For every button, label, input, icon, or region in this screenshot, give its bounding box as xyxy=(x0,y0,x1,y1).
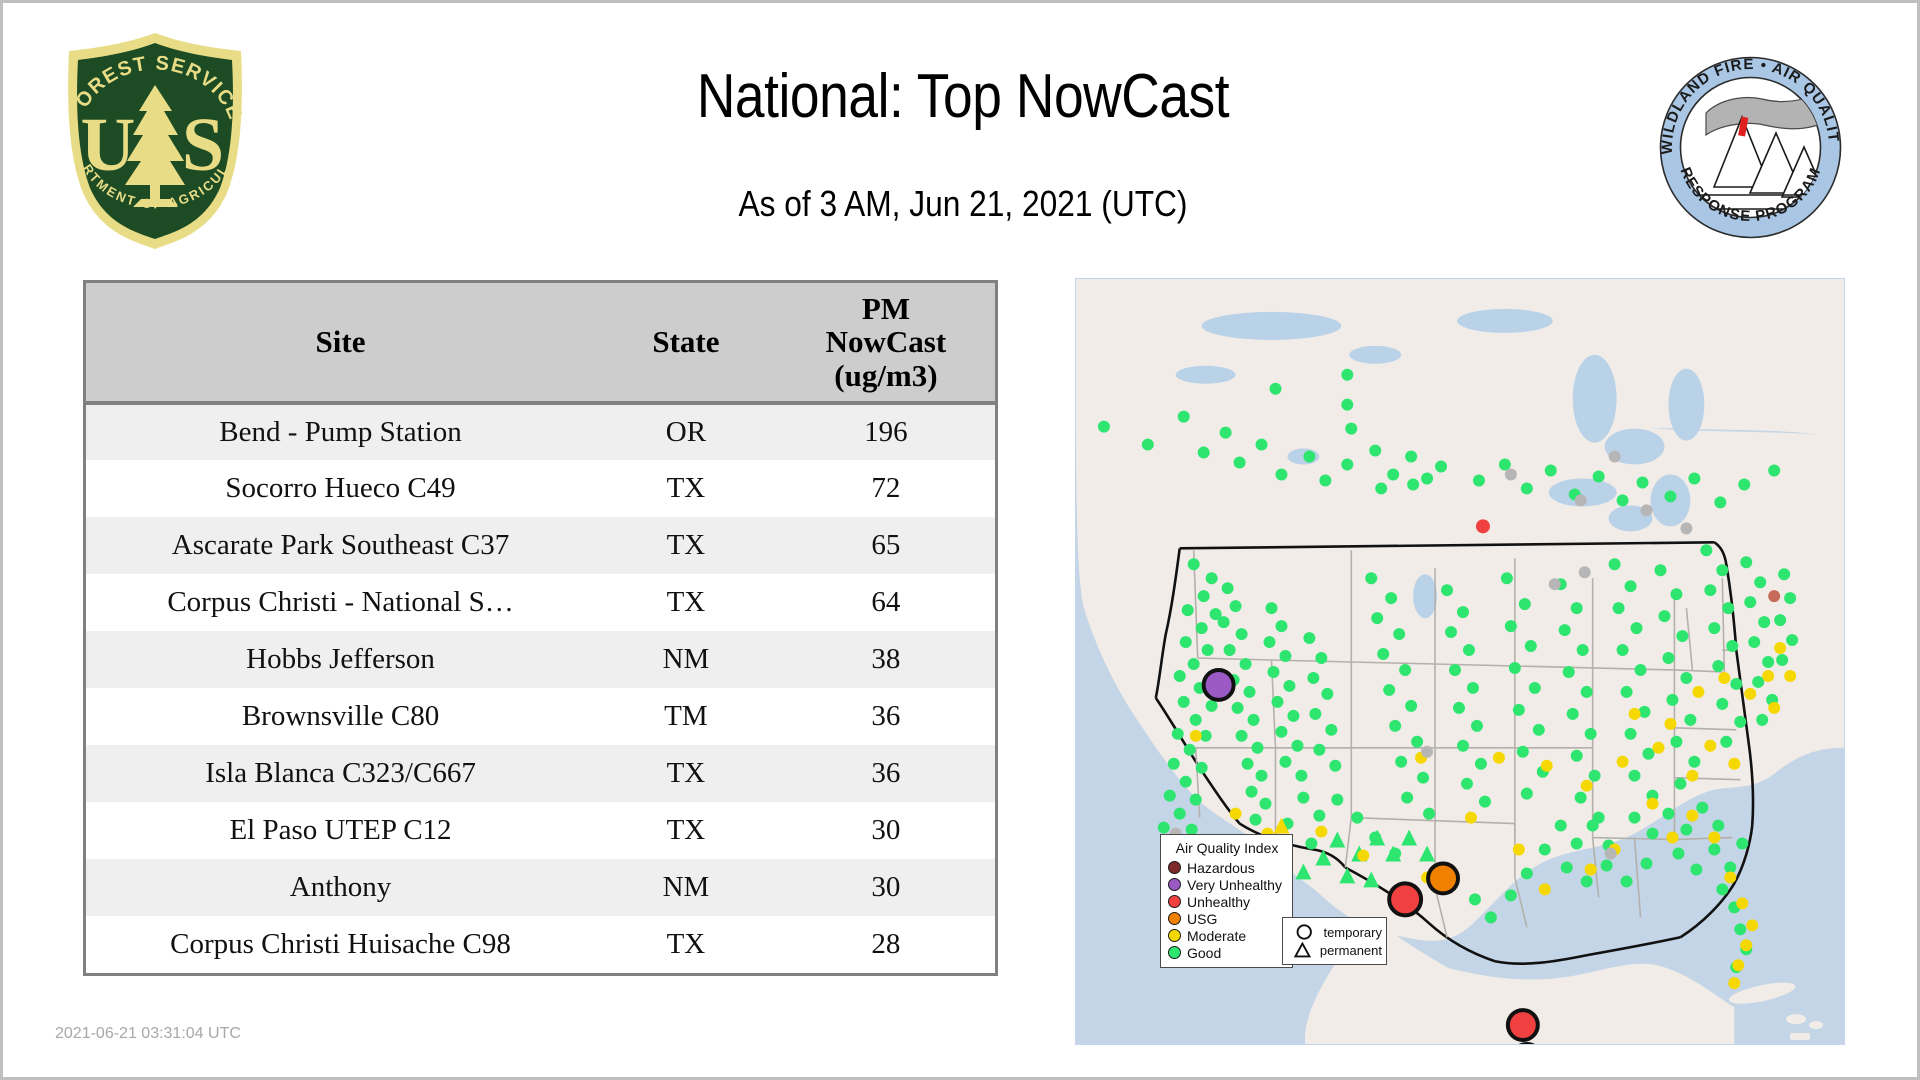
cell-state: TX xyxy=(595,574,777,631)
legend-permanent-label: permanent xyxy=(1319,942,1382,958)
table-header-row: Site State PM NowCast (ug/m3) xyxy=(86,283,995,405)
pm-header-line-3: (ug/m3) xyxy=(834,357,938,393)
aqi-legend: Air Quality Index Hazardous Very Unhealth… xyxy=(1160,834,1293,968)
cell-state: TX xyxy=(595,517,777,574)
marker-corpus-christi xyxy=(1505,1008,1540,1043)
svg-text:S: S xyxy=(182,103,224,187)
cell-pm-nowcast: 28 xyxy=(776,916,995,973)
cell-pm-nowcast: 64 xyxy=(776,574,995,631)
column-header-site[interactable]: Site xyxy=(86,283,596,405)
table-row[interactable]: Bend - Pump Station OR 196 xyxy=(86,403,995,460)
cell-state: NM xyxy=(595,859,777,916)
marker-hobbs-jefferson xyxy=(1426,861,1460,896)
aqi-legend-swatch xyxy=(1168,895,1181,908)
aqi-legend-label: Very Unhealthy xyxy=(1187,876,1282,893)
legend-temporary: temporary xyxy=(1289,923,1382,941)
aqi-legend-label: Unhealthy xyxy=(1187,893,1251,910)
cell-pm-nowcast: 65 xyxy=(776,517,995,574)
table-row[interactable]: Ascarate Park Southeast C37 TX 65 xyxy=(86,517,995,574)
column-header-state[interactable]: State xyxy=(595,283,777,405)
cell-state: OR xyxy=(595,403,777,460)
table-row[interactable]: Isla Blanca C323/C667 TX 36 xyxy=(86,745,995,802)
cell-site: Corpus Christi - National S… xyxy=(86,574,596,631)
aqi-legend-swatch xyxy=(1168,912,1181,925)
aqi-legend-swatch xyxy=(1168,946,1181,959)
cell-site: Socorro Hueco C49 xyxy=(86,460,596,517)
air-quality-map[interactable]: Air Quality Index Hazardous Very Unhealth… xyxy=(1075,278,1845,1045)
cell-state: TX xyxy=(595,916,777,973)
cell-state: NM xyxy=(595,631,777,688)
aqi-legend-item: Good xyxy=(1168,944,1286,961)
aqi-legend-item: Moderate xyxy=(1168,927,1286,944)
water-bodies xyxy=(1175,308,1705,619)
aqi-legend-item: USG xyxy=(1168,910,1286,927)
table-row[interactable]: Corpus Christi Huisache C98 TX 28 xyxy=(86,916,995,973)
cell-pm-nowcast: 196 xyxy=(776,403,995,460)
aqi-legend-label: Good xyxy=(1187,944,1222,961)
cell-site: Brownsville C80 xyxy=(86,688,596,745)
table-row[interactable]: Hobbs Jefferson NM 38 xyxy=(86,631,995,688)
table-row[interactable]: Socorro Hueco C49 TX 72 xyxy=(86,460,995,517)
aqi-legend-item: Very Unhealthy xyxy=(1168,876,1286,893)
aqi-legend-title: Air Quality Index xyxy=(1175,840,1279,856)
site-type-legend: temporary permanent xyxy=(1282,917,1387,965)
aqi-legend-item: Unhealthy xyxy=(1168,893,1286,910)
aqi-legend-item: Hazardous xyxy=(1168,859,1286,876)
wildland-fire-air-quality-response-program-logo: WILDLAND FIRE • AIR QUALITY RESPONSE PRO… xyxy=(1652,42,1843,240)
pm-header-line-1: PM xyxy=(861,290,911,326)
table-row[interactable]: Anthony NM 30 xyxy=(86,859,995,916)
cell-site: Ascarate Park Southeast C37 xyxy=(86,517,596,574)
pm-header-line-2: NowCast xyxy=(825,324,947,360)
aqi-legend-swatch xyxy=(1168,878,1181,891)
cell-site: Bend - Pump Station xyxy=(86,403,596,460)
generation-timestamp: 2021-06-21 03:31:04 UTC xyxy=(55,1025,241,1042)
site-markers xyxy=(1097,368,1799,1044)
legend-permanent: permanent xyxy=(1289,941,1382,959)
top-nowcast-table: Site State PM NowCast (ug/m3) Bend - Pum… xyxy=(83,280,998,976)
column-header-pm-nowcast[interactable]: PM NowCast (ug/m3) xyxy=(776,283,995,405)
cell-site: Anthony xyxy=(86,859,596,916)
cell-pm-nowcast: 36 xyxy=(776,688,995,745)
aqi-legend-label: Hazardous xyxy=(1187,859,1255,876)
cell-pm-nowcast: 72 xyxy=(776,460,995,517)
triangle-outline-icon xyxy=(1293,941,1312,958)
state-borders xyxy=(1192,550,1741,938)
cell-site: Isla Blanca C323/C667 xyxy=(86,745,596,802)
aqi-legend-label: Moderate xyxy=(1187,927,1247,944)
usfs-shield-logo: FOREST SERVICE DEPARTMENT OF AGRICULTURE… xyxy=(46,8,258,253)
caribbean-islands xyxy=(1728,982,1824,1041)
cell-state: TX xyxy=(595,802,777,859)
page-subtitle: As of 3 AM, Jun 21, 2021 (UTC) xyxy=(738,183,1188,224)
circle-outline-icon xyxy=(1296,924,1312,940)
table-row[interactable]: Brownsville C80 TM 36 xyxy=(86,688,995,745)
svg-text:U: U xyxy=(81,103,136,187)
cell-site: Hobbs Jefferson xyxy=(86,631,596,688)
cell-pm-nowcast: 38 xyxy=(776,631,995,688)
aqi-legend-swatch xyxy=(1168,861,1181,874)
cell-state: TX xyxy=(595,460,777,517)
cell-pm-nowcast: 30 xyxy=(776,802,995,859)
table-row[interactable]: Corpus Christi - National S… TX 64 xyxy=(86,574,995,631)
marker-el-paso-cluster xyxy=(1387,881,1424,918)
cell-site: Corpus Christi Huisache C98 xyxy=(86,916,596,973)
cell-site: El Paso UTEP C12 xyxy=(86,802,596,859)
cell-state: TM xyxy=(595,688,777,745)
marker-bend-pump-station xyxy=(1201,667,1236,702)
cell-state: TX xyxy=(595,745,777,802)
cell-pm-nowcast: 36 xyxy=(776,745,995,802)
aqi-legend-label: USG xyxy=(1187,910,1218,927)
page-title: National: Top NowCast xyxy=(696,62,1230,131)
cell-pm-nowcast: 30 xyxy=(776,859,995,916)
legend-temporary-label: temporary xyxy=(1323,924,1382,940)
table-row[interactable]: El Paso UTEP C12 TX 30 xyxy=(86,802,995,859)
aqi-legend-swatch xyxy=(1168,929,1181,942)
